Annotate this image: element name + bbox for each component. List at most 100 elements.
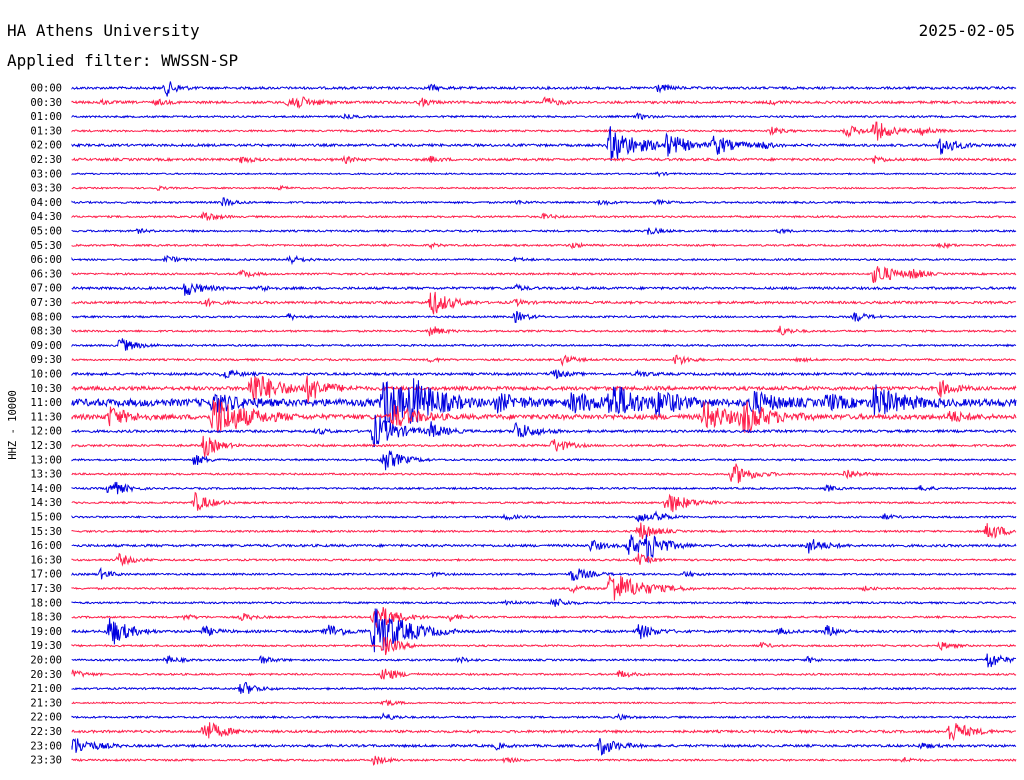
trace-line [71, 369, 1017, 380]
time-label: 11:30 [30, 411, 62, 423]
trace-line [71, 254, 1016, 266]
time-label: 04:00 [30, 197, 62, 209]
trace-line [71, 266, 1017, 284]
trace-line [71, 522, 1017, 540]
time-label: 15:00 [30, 512, 62, 524]
time-label: 01:00 [30, 111, 62, 123]
trace-line [71, 552, 1017, 567]
time-labels: 00:00 00:30 01:00 01:30 02:00 02:30 03:00 03:30… [30, 83, 62, 767]
time-label: 12:30 [30, 440, 62, 452]
time-label: 11:00 [30, 397, 62, 409]
trace-line [71, 491, 1017, 513]
time-label: 14:30 [30, 497, 62, 509]
trace-line [71, 574, 1017, 601]
trace-line [71, 291, 1017, 315]
time-label: 15:30 [30, 526, 62, 538]
record-date: 2025-02-05 [919, 21, 1015, 40]
trace-line [71, 566, 1017, 581]
trace-line [71, 96, 1017, 110]
trace-line [71, 699, 1017, 707]
trace-line [71, 681, 1017, 694]
time-label: 23:30 [30, 755, 62, 767]
trace-line [71, 226, 1017, 235]
time-label: 10:30 [30, 383, 62, 395]
trace-line [71, 510, 1017, 523]
trace-line [71, 722, 1017, 742]
time-label: 13:00 [30, 454, 62, 466]
trace-line [71, 184, 1017, 192]
trace-line [71, 653, 1017, 668]
time-label: 21:00 [30, 683, 62, 695]
station-title: HA Athens University [7, 21, 200, 40]
time-label: 00:30 [30, 97, 62, 109]
time-label: 04:30 [30, 211, 62, 223]
time-label: 18:30 [30, 612, 62, 624]
trace-line [71, 325, 1017, 337]
time-label: 19:00 [30, 626, 62, 638]
time-label: 12:00 [30, 426, 62, 438]
trace-line [71, 607, 1017, 628]
time-label: 03:30 [30, 183, 62, 195]
time-label: 05:30 [30, 240, 62, 252]
time-label: 23:00 [30, 740, 62, 752]
trace-line [71, 112, 1017, 121]
trace-line [71, 81, 1017, 97]
trace-line [71, 211, 1016, 221]
trace-line [71, 282, 1017, 296]
channel-label: HHZ - 10000 [7, 390, 19, 460]
time-label: 07:00 [30, 283, 62, 295]
trace-line [71, 378, 1017, 426]
trace-line [71, 399, 1017, 434]
time-label: 03:00 [30, 168, 62, 180]
time-label: 20:30 [30, 669, 62, 681]
trace-line [71, 481, 1017, 495]
time-label: 02:30 [30, 154, 62, 166]
time-label: 17:30 [30, 583, 62, 595]
time-label: 16:30 [30, 554, 62, 566]
time-label: 17:00 [30, 569, 62, 581]
time-label: 14:00 [30, 483, 62, 495]
trace-group [71, 81, 1017, 766]
time-label: 20:00 [30, 655, 62, 667]
trace-line [71, 310, 1017, 323]
trace-line [71, 463, 1017, 484]
trace-line [71, 375, 1017, 404]
trace-line [71, 755, 1017, 766]
time-label: 05:00 [30, 226, 62, 238]
time-label: 13:30 [30, 469, 62, 481]
time-label: 07:30 [30, 297, 62, 309]
time-label: 19:30 [30, 640, 62, 652]
time-label: 00:00 [30, 83, 62, 95]
time-label: 22:30 [30, 726, 62, 738]
trace-line [71, 668, 1017, 680]
trace-line [71, 738, 1017, 756]
time-label: 08:30 [30, 326, 62, 338]
trace-line [71, 241, 1017, 250]
time-label: 02:00 [30, 140, 62, 152]
trace-line [71, 126, 1017, 162]
time-label: 09:30 [30, 354, 62, 366]
filter-label: Applied filter: WWSSN-SP [7, 51, 238, 70]
time-label: 06:30 [30, 268, 62, 280]
trace-line [71, 598, 1017, 607]
trace-line [71, 450, 1017, 471]
trace-line [71, 414, 1017, 448]
time-label: 06:00 [30, 254, 62, 266]
trace-line [71, 338, 1017, 351]
time-label: 01:30 [30, 125, 62, 137]
trace-line [71, 171, 1017, 178]
time-label: 10:00 [30, 369, 62, 381]
trace-line [71, 354, 1017, 367]
time-label: 09:00 [30, 340, 62, 352]
time-label: 16:00 [30, 540, 62, 552]
trace-line [71, 197, 1017, 207]
time-label: 18:00 [30, 597, 62, 609]
time-label: 22:00 [30, 712, 62, 724]
trace-line [71, 121, 1017, 141]
trace-line [71, 154, 1017, 165]
time-label: 21:30 [30, 697, 62, 709]
trace-line [71, 712, 1017, 721]
trace-line [71, 435, 1017, 458]
time-label: 08:00 [30, 311, 62, 323]
